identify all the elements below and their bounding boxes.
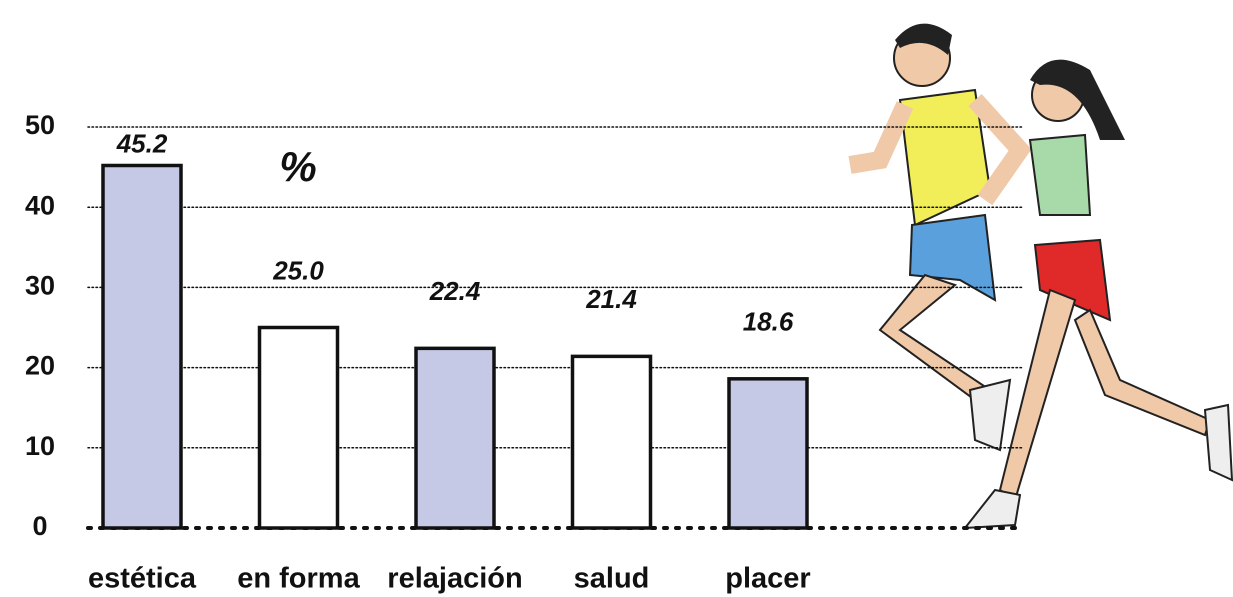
value-label: 18.6 — [743, 307, 794, 337]
y-tick-label: 50 — [25, 110, 55, 140]
value-label: 25.0 — [272, 255, 324, 285]
bar — [416, 348, 494, 528]
x-tick-label: relajación — [387, 563, 522, 595]
y-tick-label: 10 — [25, 431, 55, 461]
x-tick-label: placer — [725, 563, 810, 595]
y-tick-label: 30 — [25, 271, 55, 301]
y-tick-label: 40 — [25, 190, 55, 220]
bar — [729, 379, 807, 528]
bar — [260, 328, 338, 529]
runners-illustration — [850, 24, 1232, 528]
y-tick-label: 20 — [25, 351, 55, 381]
x-tick-label: en forma — [237, 563, 360, 595]
value-label: 22.4 — [429, 276, 481, 306]
value-label: 45.2 — [116, 128, 168, 158]
x-tick-label: estética — [88, 563, 197, 595]
value-label: 21.4 — [585, 284, 637, 314]
y-tick-label: 0 — [32, 511, 47, 541]
bar — [573, 356, 651, 528]
bar — [103, 165, 181, 528]
x-tick-label: salud — [574, 563, 650, 595]
annotation: % — [279, 143, 316, 190]
chart: % 0 10 20 30 40 50 45.2 estética 25.0 en forma 22.… — [0, 0, 1233, 597]
